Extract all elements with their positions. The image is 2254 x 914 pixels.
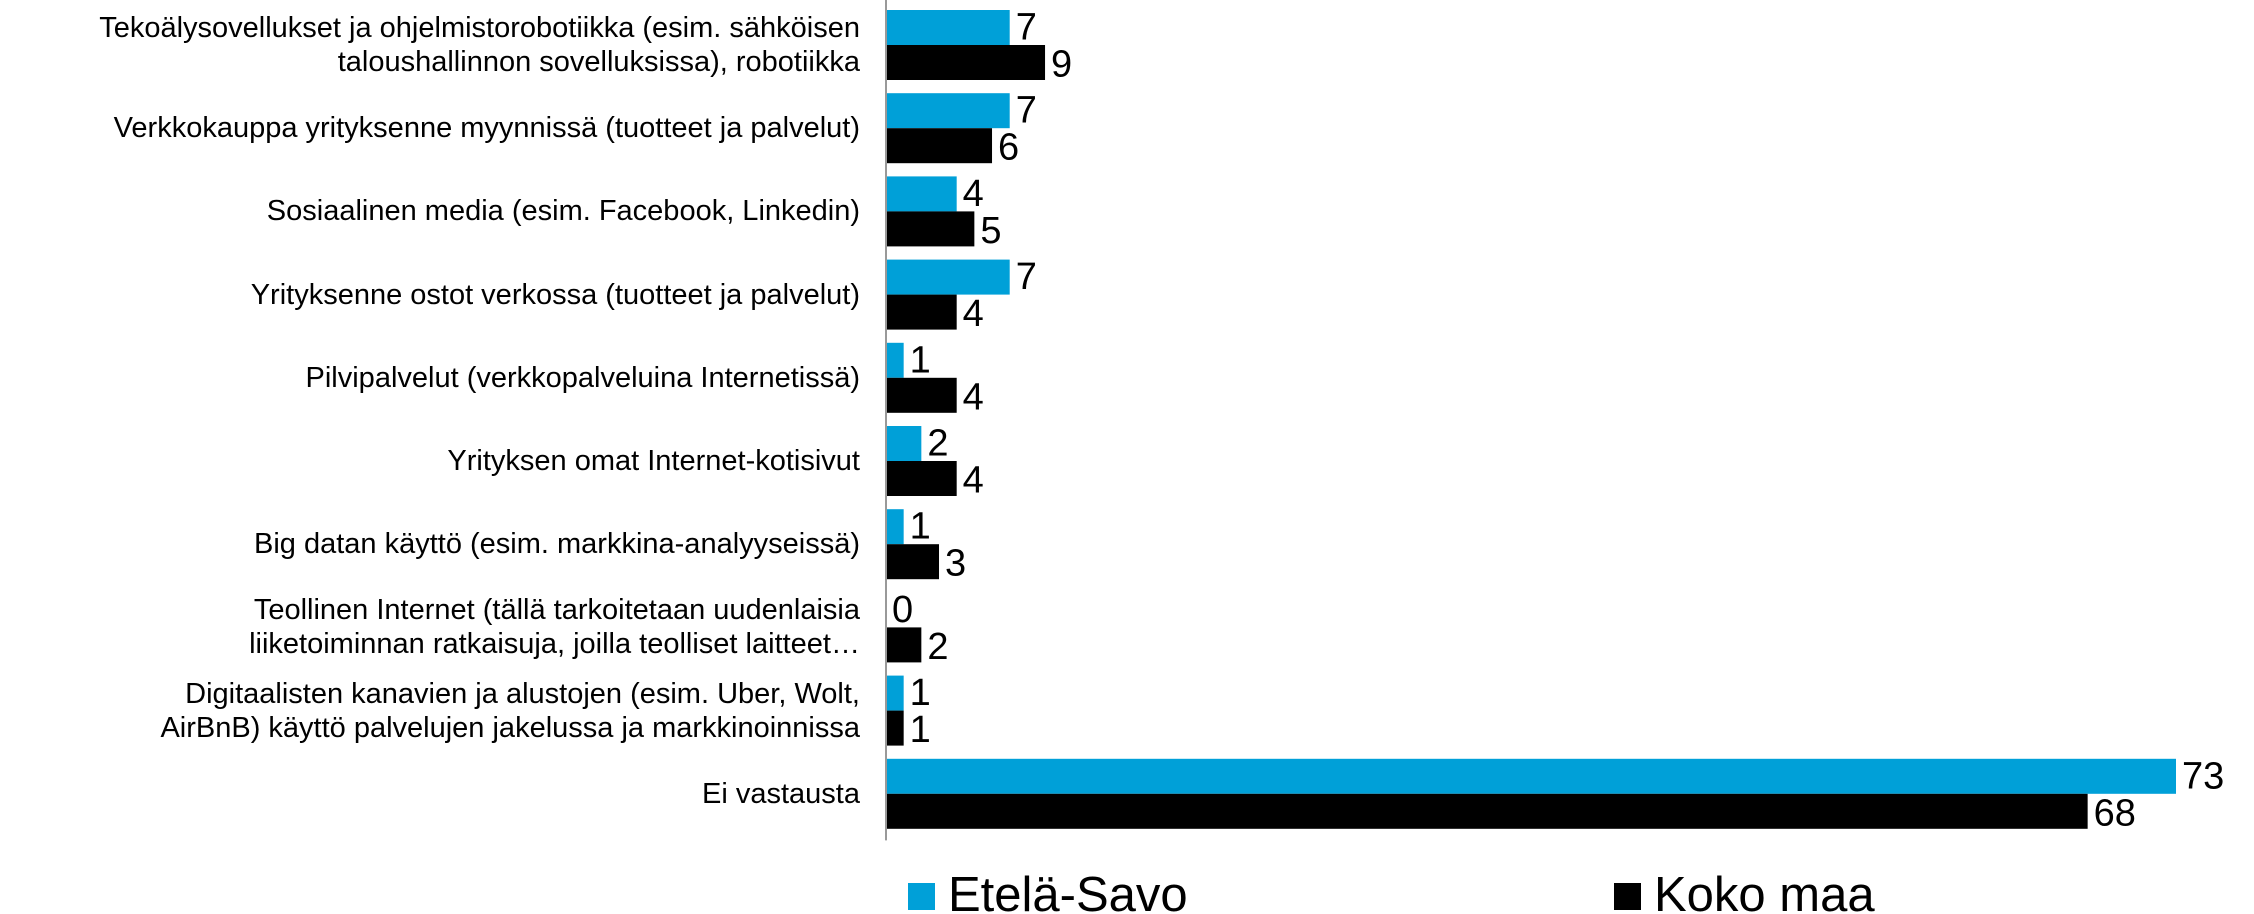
value-label: 1 <box>910 506 931 548</box>
value-label: 2 <box>927 626 948 668</box>
value-label: 7 <box>1016 90 1037 132</box>
value-label: 0 <box>892 589 913 631</box>
bar <box>886 627 922 663</box>
value-label: 4 <box>963 173 984 215</box>
bar <box>886 426 922 461</box>
bar <box>886 211 975 247</box>
bar <box>886 259 1010 295</box>
category-label: Yrityksen omat Internet-kotisivut <box>447 445 860 477</box>
value-label: 7 <box>1016 256 1037 298</box>
value-label: 1 <box>910 339 931 381</box>
bar <box>886 793 2088 829</box>
legend-swatch <box>1614 883 1641 910</box>
bar <box>886 176 957 212</box>
value-label: 68 <box>2094 792 2136 834</box>
category-label: Teollinen Internet (tällä tarkoitetaan u… <box>249 594 860 661</box>
category-label: Verkkokauppa yrityksenne myynnissä (tuot… <box>113 112 860 145</box>
value-label: 4 <box>963 376 984 418</box>
bar <box>886 461 957 496</box>
bar <box>886 45 1046 80</box>
value-label: 2 <box>927 423 948 465</box>
value-label: 4 <box>963 460 984 502</box>
bar <box>886 128 993 164</box>
value-label: 73 <box>2182 755 2224 797</box>
bar <box>886 544 940 580</box>
legend-label: Etelä-Savo <box>948 868 1188 914</box>
legend-label: Koko maa <box>1654 868 1875 914</box>
category-label: Sosiaalinen media (esim. Facebook, Linke… <box>266 195 860 228</box>
value-label: 6 <box>998 127 1019 169</box>
legend-swatch <box>908 883 935 910</box>
category-label: Digitaalisten kanavien ja alustojen (esi… <box>160 677 860 744</box>
bar <box>886 342 904 378</box>
category-label: Big datan käyttö (esim. markkina-analyys… <box>253 528 860 561</box>
bar <box>886 10 1010 45</box>
value-label: 3 <box>945 543 966 585</box>
value-label: 9 <box>1051 44 1072 86</box>
bar <box>886 675 904 711</box>
bar <box>886 710 904 746</box>
category-label: Pilvipalvelut (verkkopalveluina Internet… <box>305 361 860 394</box>
bar <box>886 758 2176 794</box>
value-label: 7 <box>1016 7 1037 49</box>
value-label: 1 <box>910 709 931 751</box>
bar <box>886 294 957 330</box>
value-label: 1 <box>910 672 931 714</box>
category-label: Ei vastausta <box>702 777 860 810</box>
category-label: Tekoälysovellukset ja ohjelmistorobotiik… <box>99 12 860 78</box>
bar <box>886 509 904 545</box>
value-label: 5 <box>980 210 1001 252</box>
category-label: Yrityksenne ostot verkossa (tuotteet ja … <box>250 278 860 311</box>
value-label: 4 <box>963 293 984 335</box>
bar <box>886 93 1010 129</box>
bar <box>886 377 957 413</box>
